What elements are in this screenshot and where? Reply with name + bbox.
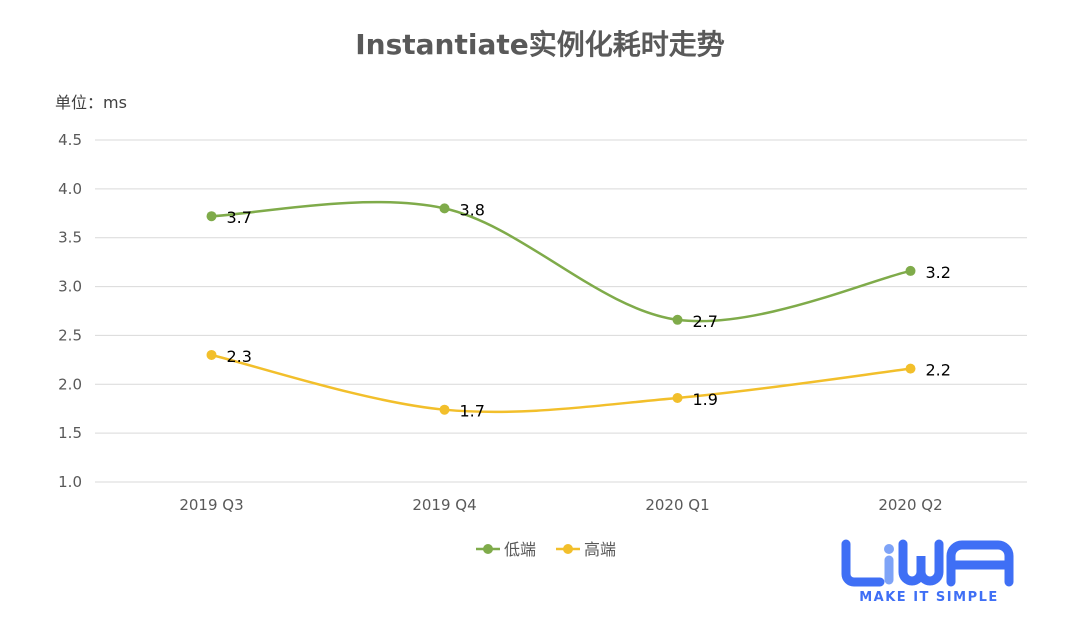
legend-swatch-marker (483, 544, 493, 554)
logo-L (841, 539, 885, 587)
logo-i-dot (884, 544, 894, 554)
unit-label: 单位：ms (55, 93, 127, 112)
data-point (206, 211, 217, 222)
liwa-logo: MAKE IT SIMPLE (841, 539, 1014, 605)
data-label: 3.8 (460, 200, 485, 219)
y-tick-label: 2.5 (58, 326, 82, 344)
x-tick-label: 2019 Q3 (179, 496, 243, 514)
series-line-0 (211, 200, 911, 323)
y-tick-label: 3.0 (58, 278, 82, 296)
data-label: 1.9 (693, 390, 718, 409)
legend-swatch-marker (563, 544, 573, 554)
data-label: 3.2 (926, 263, 951, 282)
y-tick-label: 1.5 (58, 424, 82, 442)
data-point (905, 363, 916, 374)
data-point (439, 404, 450, 415)
data-point (439, 203, 450, 214)
x-tick-label: 2019 Q4 (412, 496, 476, 514)
data-point (905, 265, 916, 276)
y-tick-label: 1.0 (58, 473, 82, 491)
data-label: 2.2 (926, 361, 951, 380)
y-tick-label: 4.0 (58, 180, 82, 198)
data-label: 3.7 (227, 208, 252, 227)
data-label: 2.7 (693, 312, 718, 331)
data-point (672, 314, 683, 325)
chart-title: Instantiate实例化耗时走势 (355, 28, 724, 61)
logo-W (898, 539, 944, 586)
series-line-1 (211, 353, 911, 414)
data-point (672, 392, 683, 403)
logo-A (946, 540, 1014, 587)
x-tick-label: 2020 Q1 (645, 496, 709, 514)
x-tick-label: 2020 Q2 (878, 496, 942, 514)
legend-label: 高端 (584, 540, 616, 559)
legend-label: 低端 (504, 540, 536, 559)
data-label: 2.3 (227, 347, 252, 366)
logo-tagline: MAKE IT SIMPLE (859, 590, 999, 605)
data-point (206, 349, 217, 360)
y-tick-label: 4.5 (58, 131, 82, 149)
y-tick-label: 2.0 (58, 375, 82, 393)
y-tick-label: 3.5 (58, 229, 82, 247)
data-label: 1.7 (460, 402, 485, 421)
